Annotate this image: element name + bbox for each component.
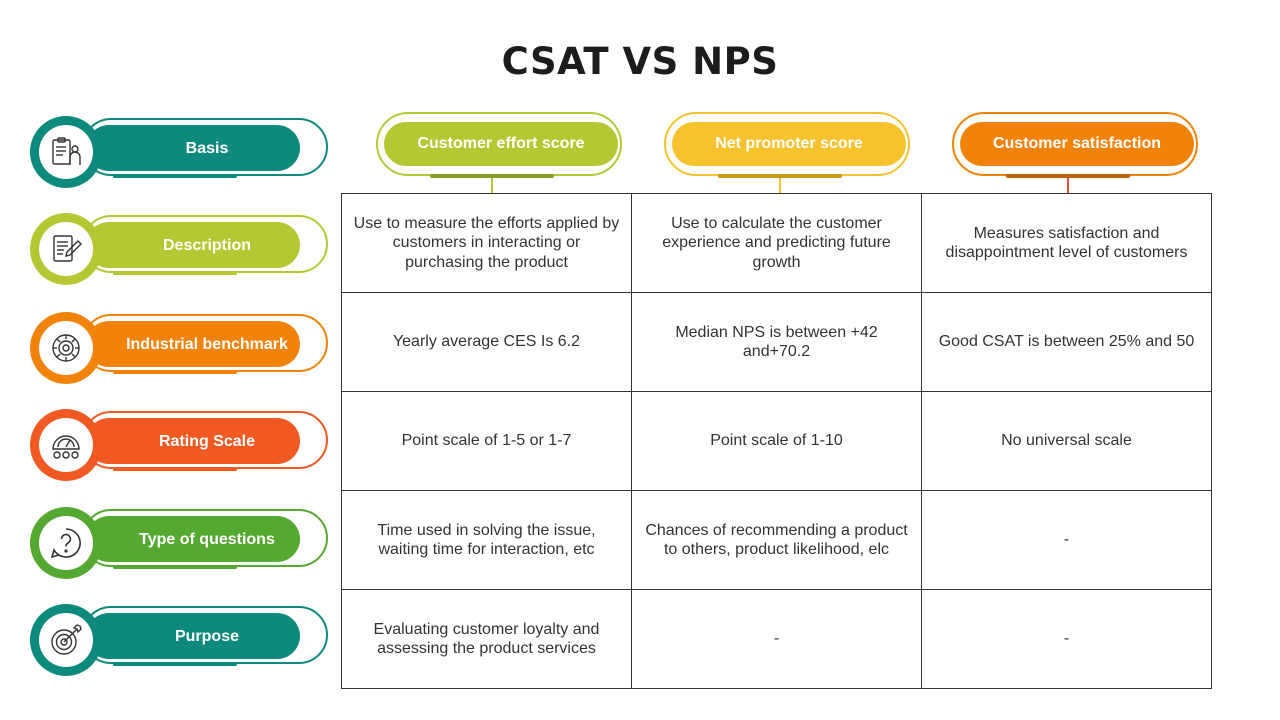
column-header-ces: Customer effort score	[376, 112, 622, 194]
table-cell: Measures satisfaction and disappointment…	[921, 193, 1212, 293]
table-cell: Time used in solving the issue, waiting …	[341, 490, 632, 590]
table-cell: Median NPS is between +42 and+70.2	[631, 292, 922, 392]
row-label-purpose: Purpose	[30, 604, 328, 680]
column-header-label: Customer satisfaction	[960, 122, 1194, 166]
table-cell: Evaluating customer loyalty and assessin…	[341, 589, 632, 689]
row-label-type-of-questions: Type of questions	[30, 507, 328, 583]
table-row: Use to measure the efforts applied by cu…	[341, 193, 1212, 293]
row-label-text: Purpose	[86, 613, 300, 659]
row-label-rating-scale: Rating Scale	[30, 409, 328, 485]
table-cell: Good CSAT is between 25% and 50	[921, 292, 1212, 392]
row-label-text: Description	[86, 222, 300, 268]
table-cell: Point scale of 1-5 or 1-7	[341, 391, 632, 491]
row-label-basis: Basis	[30, 116, 328, 192]
table-row: Point scale of 1-5 or 1-7 Point scale of…	[341, 391, 1212, 491]
gear-icon	[52, 334, 80, 362]
column-header-label: Customer effort score	[384, 122, 618, 166]
table-row: Yearly average CES Is 6.2 Median NPS is …	[341, 292, 1212, 392]
row-label-text: Rating Scale	[86, 418, 300, 464]
row-label-text: Basis	[86, 125, 300, 171]
target-icon	[51, 624, 82, 655]
table-cell: Yearly average CES Is 6.2	[341, 292, 632, 392]
table-cell: Point scale of 1-10	[631, 391, 922, 491]
table-cell: -	[921, 490, 1212, 590]
table-cell: Use to measure the efforts applied by cu…	[341, 193, 632, 293]
table-cell: -	[631, 589, 922, 689]
clipboard-person-icon	[52, 137, 81, 165]
table-cell: -	[921, 589, 1212, 689]
table-cell: Use to calculate the customer experience…	[631, 193, 922, 293]
question-icon	[50, 528, 81, 559]
table-cell: No universal scale	[921, 391, 1212, 491]
column-header-nps: Net promoter score	[664, 112, 910, 194]
comparison-table: Use to measure the efforts applied by cu…	[341, 193, 1212, 689]
row-label-text: Industrial benchmark	[86, 321, 300, 367]
row-label-description: Description	[30, 213, 328, 289]
table-cell: Chances of recommending a product to oth…	[631, 490, 922, 590]
row-label-text: Type of questions	[86, 516, 300, 562]
column-header-csat: Customer satisfaction	[952, 112, 1198, 194]
table-row: Time used in solving the issue, waiting …	[341, 490, 1212, 590]
gauge-icon	[52, 435, 80, 459]
row-label-industrial-benchmark: Industrial benchmark	[30, 312, 328, 388]
page-title: CSAT VS NPS	[501, 40, 779, 83]
column-header-label: Net promoter score	[672, 122, 906, 166]
table-row: Evaluating customer loyalty and assessin…	[341, 589, 1212, 689]
document-pen-icon	[53, 235, 82, 262]
